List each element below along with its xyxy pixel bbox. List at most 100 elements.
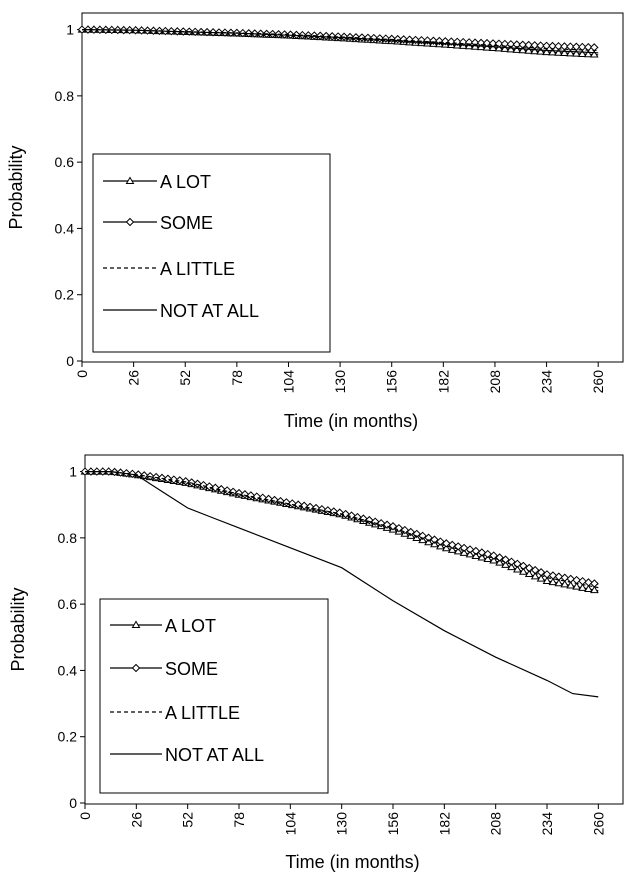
x-tick-label: 182	[436, 812, 452, 836]
x-tick-label: 156	[385, 812, 401, 836]
data-point-marker	[327, 32, 337, 41]
legend-marker-diamond	[131, 663, 141, 673]
data-point-marker	[554, 572, 564, 581]
data-point-marker	[276, 496, 285, 506]
data-point-marker	[442, 539, 451, 548]
data-point-marker	[572, 42, 581, 51]
data-point-marker	[542, 576, 552, 584]
data-point-marker	[513, 564, 522, 573]
data-point-marker	[359, 514, 368, 523]
data-point-marker	[590, 579, 599, 588]
data-point-marker	[530, 46, 540, 55]
data-point-marker	[583, 49, 593, 58]
data-point-marker	[447, 545, 457, 553]
data-point-marker	[228, 487, 238, 496]
x-tick-label: 52	[177, 370, 193, 386]
data-point-marker	[554, 578, 564, 587]
legend-label: SOME	[160, 213, 213, 233]
x-tick-label: 78	[231, 812, 247, 828]
x-tick-label: 234	[539, 812, 555, 836]
data-point-marker	[292, 30, 301, 40]
x-tick-label: 208	[487, 370, 503, 394]
y-tick-label: 0.2	[58, 729, 78, 745]
data-point-marker	[495, 558, 504, 566]
data-point-marker	[518, 45, 528, 54]
legend-label: SOME	[165, 659, 218, 679]
y-tick-label: 0	[66, 353, 74, 369]
data-point-marker	[584, 584, 593, 592]
data-point-marker	[524, 46, 534, 54]
plot-frame	[84, 454, 624, 805]
bottom-chart-panel: 0 0.2 0.4 0.6 0.8 1 0 26 52 78 104 130 156 182 208 234 2…	[8, 454, 624, 872]
data-point-marker	[453, 546, 463, 555]
data-point-marker	[566, 42, 575, 51]
data-point-marker	[134, 470, 143, 479]
legend-label: A LITTLE	[160, 259, 235, 279]
data-point-marker	[471, 551, 481, 559]
data-point-marker	[554, 41, 563, 51]
data-point-marker	[441, 543, 451, 552]
data-point-marker	[317, 504, 327, 514]
data-point-marker	[187, 478, 196, 487]
series-line-not-at-all	[85, 471, 599, 698]
x-tick-label: 156	[384, 370, 400, 394]
data-point-marker	[181, 477, 190, 486]
data-point-marker	[465, 549, 475, 558]
data-point-marker	[471, 546, 481, 556]
data-point-marker	[578, 583, 587, 591]
series-line-not-at-all	[81, 29, 599, 54]
data-point-marker	[489, 551, 498, 560]
y-tick-label: 0.4	[58, 662, 78, 678]
data-point-marker	[459, 548, 469, 556]
y-axis-title: Probability	[8, 587, 28, 671]
legend-label: A LOT	[160, 172, 211, 192]
x-tick-label: 130	[334, 812, 350, 836]
data-point-marker	[489, 556, 499, 564]
data-point-marker	[578, 576, 587, 586]
data-point-marker	[77, 25, 87, 34]
x-axis-title: Time (in months)	[284, 411, 418, 431]
legend-box	[99, 598, 329, 794]
data-point-marker	[483, 549, 492, 559]
x-tick-label: 260	[590, 370, 606, 394]
data-point-marker	[530, 571, 540, 580]
data-point-marker	[333, 32, 343, 41]
x-tick-label: 104	[280, 370, 296, 394]
data-point-marker	[560, 579, 570, 588]
data-point-marker	[548, 577, 558, 586]
data-point-marker	[590, 585, 599, 594]
data-point-marker	[286, 30, 295, 39]
data-point-marker	[589, 50, 599, 58]
data-point-marker	[163, 474, 173, 483]
data-point-marker	[175, 476, 184, 485]
y-tick-label: 0.6	[55, 154, 75, 170]
y-axis-title: Probability	[6, 145, 26, 229]
data-point-marker	[584, 578, 593, 587]
data-point-marker	[548, 47, 557, 56]
series-line-a-little	[85, 471, 599, 589]
data-point-marker	[430, 535, 439, 544]
y-tick-label: 0.6	[58, 596, 78, 612]
plot-frame	[81, 12, 624, 363]
x-tick-label: 26	[126, 370, 142, 386]
data-point-marker	[512, 45, 522, 53]
x-tick-label: 130	[332, 370, 348, 394]
data-point-marker	[577, 49, 587, 57]
data-point-marker	[542, 47, 551, 56]
data-point-marker	[353, 512, 362, 522]
top-chart-panel: 0 0.2 0.4 0.6 0.8 1 0 26 52 78 104 130 156 182 208 234 2…	[6, 12, 624, 431]
data-point-marker	[548, 41, 557, 51]
data-point-marker	[477, 548, 487, 557]
data-point-marker	[572, 575, 581, 585]
data-point-marker	[305, 502, 315, 512]
data-point-marker	[554, 48, 563, 56]
data-point-marker	[530, 41, 539, 50]
y-tick-label: 0.2	[55, 287, 75, 303]
data-point-marker	[501, 560, 510, 568]
x-tick-label: 234	[539, 370, 555, 394]
legend-label: A LOT	[165, 616, 216, 636]
data-point-marker	[500, 44, 510, 52]
data-point-marker	[436, 537, 445, 546]
x-tick-label: 0	[77, 812, 93, 820]
